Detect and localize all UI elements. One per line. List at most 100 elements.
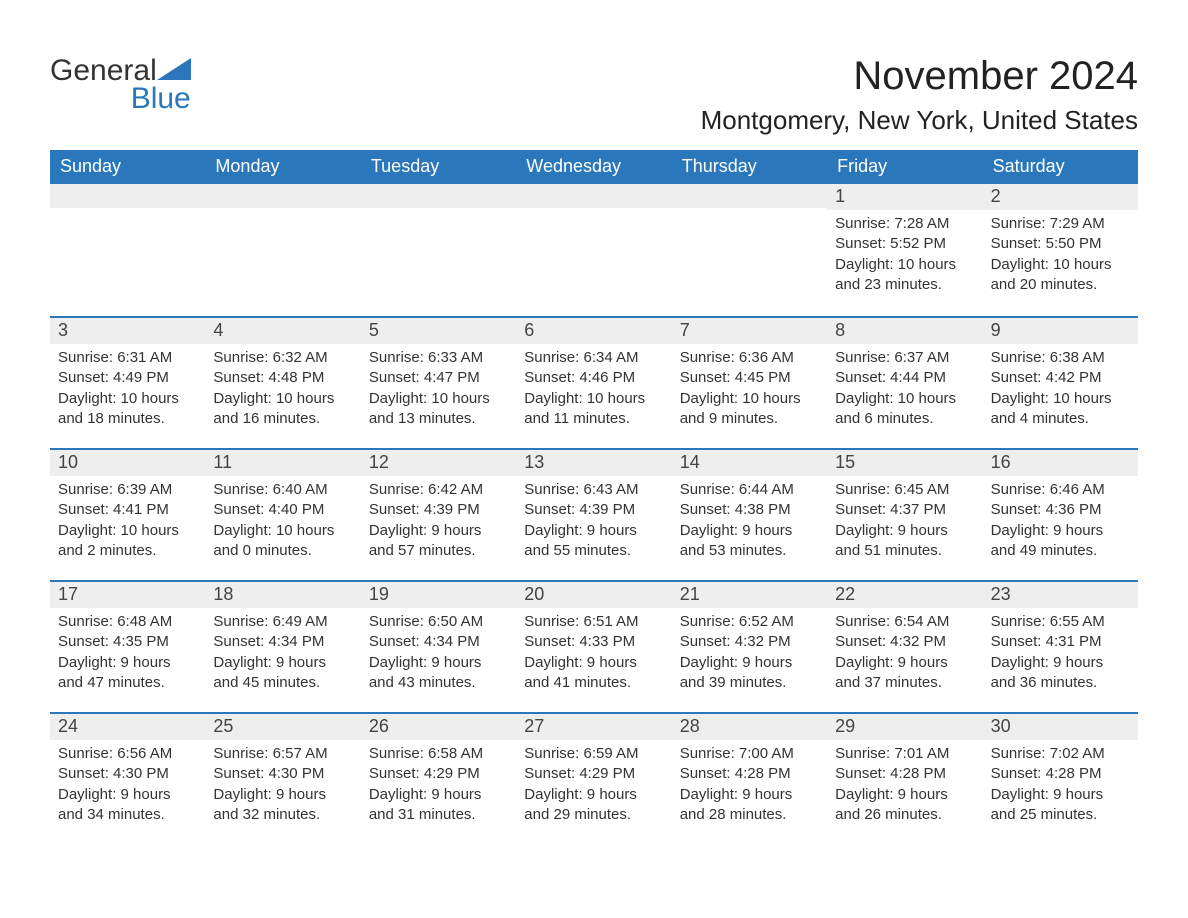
day-of-week-header: Thursday xyxy=(672,150,827,184)
calendar-page: General Blue November 2024 Montgomery, N… xyxy=(0,0,1188,884)
daylight-line-2: and 16 minutes. xyxy=(213,409,352,429)
day-number: 21 xyxy=(672,582,827,608)
sunset-line: Sunset: 4:30 PM xyxy=(213,764,352,784)
day-number: 19 xyxy=(361,582,516,608)
daylight-line-1: Daylight: 9 hours xyxy=(835,785,974,805)
daylight-line-1: Daylight: 9 hours xyxy=(524,785,663,805)
calendar-cell: 4Sunrise: 6:32 AMSunset: 4:48 PMDaylight… xyxy=(205,316,360,448)
calendar-cell: 21 Sunrise: 6:52 AMSunset: 4:32 PMDayligh… xyxy=(672,580,827,712)
calendar-cell xyxy=(361,184,516,316)
calendar-cell: 2 Sunrise: 7:29 AMSunset: 5:50 PMDaylight… xyxy=(983,184,1138,316)
daylight-line-2: and 0 minutes. xyxy=(213,541,352,561)
daylight-line-2: and 57 minutes. xyxy=(369,541,508,561)
daylight-line-1: Daylight: 10 hours xyxy=(369,389,508,409)
sunrise-line: Sunrise: 6:54 AM xyxy=(835,612,974,632)
sunset-line: Sunset: 4:34 PM xyxy=(213,632,352,652)
calendar-cell: 27Sunrise: 6:59 AMSunset: 4:29 PMDayligh… xyxy=(516,712,671,844)
daylight-line-2: and 53 minutes. xyxy=(680,541,819,561)
daylight-line-1: Daylight: 10 hours xyxy=(58,521,197,541)
day-number: 1 xyxy=(827,184,982,210)
calendar-cell: 20Sunrise: 6:51 AMSunset: 4:33 PMDayligh… xyxy=(516,580,671,712)
calendar-cell: 23Sunrise: 6:55 AMSunset: 4:31 PMDayligh… xyxy=(983,580,1138,712)
daylight-line-1: Daylight: 9 hours xyxy=(991,785,1130,805)
daylight-line-2: and 13 minutes. xyxy=(369,409,508,429)
daylight-line-2: and 51 minutes. xyxy=(835,541,974,561)
day-number: 29 xyxy=(827,714,982,740)
sunset-line: Sunset: 4:32 PM xyxy=(835,632,974,652)
sunset-line: Sunset: 4:28 PM xyxy=(835,764,974,784)
daylight-line-1: Daylight: 9 hours xyxy=(991,653,1130,673)
daylight-line-1: Daylight: 9 hours xyxy=(835,653,974,673)
day-number: 2 xyxy=(983,184,1138,210)
daylight-line-1: Daylight: 10 hours xyxy=(213,521,352,541)
sunrise-line: Sunrise: 6:46 AM xyxy=(991,480,1130,500)
day-of-week-header: Sunday xyxy=(50,150,205,184)
day-number: 8 xyxy=(827,318,982,344)
day-number: 22 xyxy=(827,582,982,608)
logo-text-blue: Blue xyxy=(131,82,191,115)
sunrise-line: Sunrise: 6:44 AM xyxy=(680,480,819,500)
calendar-cell: 12Sunrise: 6:42 AMSunset: 4:39 PMDayligh… xyxy=(361,448,516,580)
location-title: Montgomery, New York, United States xyxy=(701,105,1138,136)
daylight-line-2: and 18 minutes. xyxy=(58,409,197,429)
sunrise-line: Sunrise: 7:00 AM xyxy=(680,744,819,764)
sunrise-line: Sunrise: 6:32 AM xyxy=(213,348,352,368)
calendar-cell xyxy=(672,184,827,316)
sunrise-line: Sunrise: 7:29 AM xyxy=(991,214,1130,234)
day-number: 26 xyxy=(361,714,516,740)
sunrise-line: Sunrise: 6:40 AM xyxy=(213,480,352,500)
daylight-line-2: and 49 minutes. xyxy=(991,541,1130,561)
calendar-cell: 28Sunrise: 7:00 AMSunset: 4:28 PMDayligh… xyxy=(672,712,827,844)
daylight-line-2: and 31 minutes. xyxy=(369,805,508,825)
day-number: 7 xyxy=(672,318,827,344)
empty-day-bar xyxy=(205,184,360,208)
month-title: November 2024 xyxy=(701,54,1138,99)
sunset-line: Sunset: 4:34 PM xyxy=(369,632,508,652)
daylight-line-2: and 29 minutes. xyxy=(524,805,663,825)
daylight-line-2: and 28 minutes. xyxy=(680,805,819,825)
day-of-week-header: Friday xyxy=(827,150,982,184)
daylight-line-1: Daylight: 10 hours xyxy=(991,255,1130,275)
sunrise-line: Sunrise: 6:57 AM xyxy=(213,744,352,764)
day-number: 14 xyxy=(672,450,827,476)
daylight-line-2: and 45 minutes. xyxy=(213,673,352,693)
daylight-line-1: Daylight: 9 hours xyxy=(369,521,508,541)
day-number: 4 xyxy=(205,318,360,344)
daylight-line-1: Daylight: 10 hours xyxy=(213,389,352,409)
calendar-cell: 11Sunrise: 6:40 AMSunset: 4:40 PMDayligh… xyxy=(205,448,360,580)
sunset-line: Sunset: 4:31 PM xyxy=(991,632,1130,652)
day-number: 18 xyxy=(205,582,360,608)
daylight-line-2: and 26 minutes. xyxy=(835,805,974,825)
daylight-line-1: Daylight: 9 hours xyxy=(991,521,1130,541)
daylight-line-1: Daylight: 9 hours xyxy=(369,785,508,805)
daylight-line-1: Daylight: 9 hours xyxy=(680,521,819,541)
day-number: 30 xyxy=(983,714,1138,740)
sunrise-line: Sunrise: 6:33 AM xyxy=(369,348,508,368)
daylight-line-1: Daylight: 9 hours xyxy=(58,785,197,805)
daylight-line-2: and 36 minutes. xyxy=(991,673,1130,693)
calendar-cell: 1Sunrise: 7:28 AMSunset: 5:52 PMDaylight… xyxy=(827,184,982,316)
sunrise-line: Sunrise: 6:50 AM xyxy=(369,612,508,632)
calendar-cell: 7Sunrise: 6:36 AMSunset: 4:45 PMDaylight… xyxy=(672,316,827,448)
sunset-line: Sunset: 4:38 PM xyxy=(680,500,819,520)
sunrise-line: Sunrise: 6:51 AM xyxy=(524,612,663,632)
sunset-line: Sunset: 4:32 PM xyxy=(680,632,819,652)
day-number: 25 xyxy=(205,714,360,740)
daylight-line-1: Daylight: 9 hours xyxy=(680,653,819,673)
day-of-week-header: Wednesday xyxy=(516,150,671,184)
calendar-cell: 22 Sunrise: 6:54 AMSunset: 4:32 PMDayligh… xyxy=(827,580,982,712)
sunset-line: Sunset: 5:50 PM xyxy=(991,234,1130,254)
sunrise-line: Sunrise: 6:31 AM xyxy=(58,348,197,368)
calendar-cell: 9Sunrise: 6:38 AMSunset: 4:42 PMDaylight… xyxy=(983,316,1138,448)
sunrise-line: Sunrise: 6:52 AM xyxy=(680,612,819,632)
calendar-cell: 5Sunrise: 6:33 AMSunset: 4:47 PMDaylight… xyxy=(361,316,516,448)
daylight-line-1: Daylight: 9 hours xyxy=(680,785,819,805)
daylight-line-2: and 6 minutes. xyxy=(835,409,974,429)
calendar-cell: 25Sunrise: 6:57 AMSunset: 4:30 PMDayligh… xyxy=(205,712,360,844)
calendar-cell: 15Sunrise: 6:45 AMSunset: 4:37 PMDayligh… xyxy=(827,448,982,580)
sunrise-line: Sunrise: 6:58 AM xyxy=(369,744,508,764)
sunset-line: Sunset: 4:49 PM xyxy=(58,368,197,388)
sunrise-line: Sunrise: 6:42 AM xyxy=(369,480,508,500)
daylight-line-2: and 41 minutes. xyxy=(524,673,663,693)
sunrise-line: Sunrise: 7:02 AM xyxy=(991,744,1130,764)
